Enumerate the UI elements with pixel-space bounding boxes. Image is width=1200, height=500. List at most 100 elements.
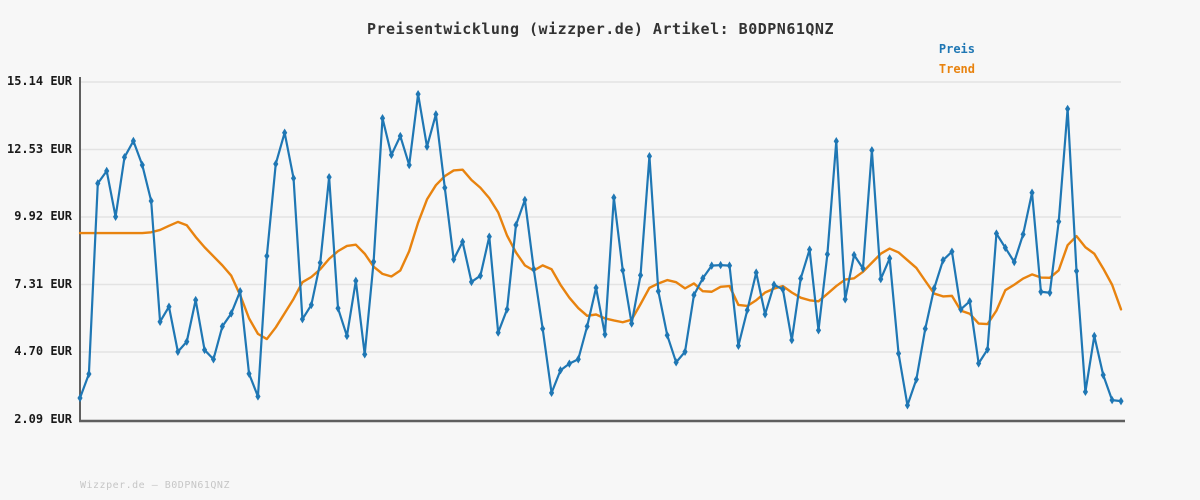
price-point-marker [130, 136, 136, 146]
price-point-marker [424, 142, 430, 151]
price-point-marker [913, 375, 919, 384]
price-point-marker [121, 153, 128, 162]
price-point-marker [1109, 395, 1115, 405]
price-point-marker [1056, 217, 1062, 226]
price-point-marker [1100, 370, 1106, 380]
price-point-marker [175, 347, 181, 356]
price-point-marker [1065, 104, 1071, 114]
legend-item-preis: Preis [938, 42, 975, 56]
price-point-marker [593, 283, 599, 293]
price-point-marker [958, 305, 964, 314]
price-point-marker [193, 295, 199, 305]
price-point-marker [459, 237, 466, 247]
price-point-marker [415, 89, 421, 99]
price-point-marker [1091, 331, 1097, 341]
y-axis-tick-label: 9.92 EUR [14, 209, 72, 223]
price-point-marker [646, 152, 653, 161]
price-point-marker [166, 302, 172, 311]
price-point-marker [104, 166, 110, 176]
price-point-marker [139, 160, 145, 170]
price-point-marker [513, 220, 519, 230]
price-point-marker [95, 179, 101, 188]
price-point-marker [335, 304, 341, 313]
price-point-marker [522, 195, 528, 205]
price-point-marker [219, 322, 225, 331]
price-point-marker [673, 358, 679, 367]
price-point-marker [201, 345, 208, 355]
price-point-marker [602, 330, 608, 339]
price-point-marker [1047, 288, 1053, 297]
y-axis-tick-label: 7.31 EUR [14, 276, 72, 291]
price-point-marker [762, 310, 768, 319]
price-point-marker [371, 257, 377, 266]
price-point-marker [397, 131, 403, 141]
price-point-marker [753, 268, 759, 277]
price-point-marker [566, 359, 572, 368]
price-point-marker [246, 369, 252, 378]
price-point-marker [726, 261, 733, 270]
price-point-marker [477, 271, 483, 280]
y-axis-tick-label: 4.70 EUR [14, 344, 72, 358]
price-point-marker [584, 322, 590, 331]
price-point-marker [976, 359, 982, 368]
price-point-marker [77, 393, 83, 403]
price-point-marker [806, 245, 813, 254]
price-point-marker [771, 280, 777, 289]
price-point-marker [148, 196, 154, 206]
price-point-marker [940, 255, 946, 265]
y-axis-tick-label: 12.53 EUR [6, 141, 72, 156]
price-point-marker [290, 174, 297, 183]
price-point-marker [228, 309, 234, 318]
price-point-marker [700, 274, 706, 283]
price-point-marker [824, 250, 830, 259]
price-point-marker [637, 270, 644, 280]
price-point-marker [1020, 230, 1026, 239]
price-point-marker [931, 284, 937, 293]
price-point-marker [691, 290, 697, 300]
price-point-marker [575, 355, 581, 364]
price-point-marker [531, 265, 537, 274]
price-point-marker [664, 330, 670, 340]
price-point-marker [495, 328, 501, 337]
price-point-marker [210, 355, 217, 364]
price-point-marker [620, 266, 626, 275]
price-point-marker [86, 369, 92, 379]
price-point-marker [1029, 188, 1035, 197]
price-point-marker [1082, 387, 1089, 397]
price-point-marker [984, 345, 991, 354]
price-point-marker [317, 258, 323, 267]
price-point-marker [486, 232, 492, 241]
price-point-marker [282, 128, 288, 137]
price-point-marker [949, 247, 955, 256]
price-point-marker [860, 264, 866, 273]
price-point-marker [326, 172, 332, 182]
price-point-marker [744, 305, 750, 315]
legend-item-trend: Trend [938, 62, 975, 76]
price-point-marker [833, 137, 839, 146]
chart-title: Preisentwicklung (wizzper.de) Artikel: B… [366, 20, 834, 38]
price-point-marker [842, 295, 848, 304]
price-point-marker [264, 251, 270, 261]
y-axis-tick-label: 2.09 EUR [14, 411, 72, 426]
price-point-marker [904, 401, 911, 410]
watermark-text: Wizzper.de — B0DPN61QNZ [80, 480, 230, 491]
price-point-marker [468, 277, 475, 287]
price-point-marker [112, 212, 119, 221]
price-point-marker [655, 287, 661, 296]
price-point-marker [780, 285, 786, 294]
price-point-marker [869, 146, 875, 155]
price-point-marker [379, 114, 386, 123]
price-point-marker [353, 276, 359, 286]
price-point-marker [682, 347, 688, 356]
price-point-marker [798, 274, 804, 283]
price-point-marker [548, 388, 555, 398]
price-point-marker [504, 305, 510, 314]
price-point-marker [157, 317, 163, 326]
price-point-marker [967, 297, 973, 306]
price-point-marker [1073, 266, 1080, 276]
price-point-marker [557, 366, 564, 375]
preis-line [78, 93, 1123, 407]
price-point-marker [451, 255, 457, 264]
price-point-marker [308, 300, 314, 310]
